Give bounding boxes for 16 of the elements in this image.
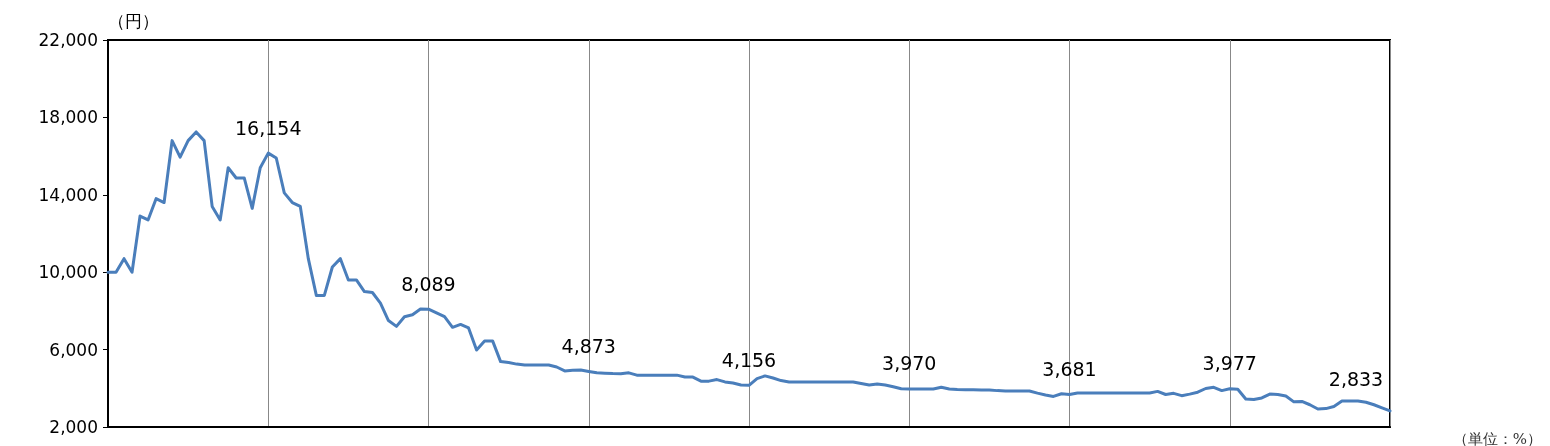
y-tick-label: 22,000 [38,30,98,50]
y-axis-title: （円） [108,10,159,31]
y-tick-label: 10,000 [38,262,98,283]
data-label: 16,154 [235,116,302,139]
data-label: 3,970 [882,352,937,375]
y-tick-label: 2,000 [49,417,98,437]
data-label: 4,156 [721,348,777,371]
data-label: 2,833 [1328,368,1384,391]
data-label: 8,089 [401,272,456,295]
y-tick-label: 18,000 [38,107,98,128]
data-label: 4,873 [561,334,616,357]
text: （単位：%） [1452,429,1543,446]
y-tick-label: 6,000 [49,339,98,360]
y-tick-label: 14,000 [38,184,98,205]
data-label: 3,977 [1202,352,1257,375]
data-label: 3,681 [1042,357,1097,380]
